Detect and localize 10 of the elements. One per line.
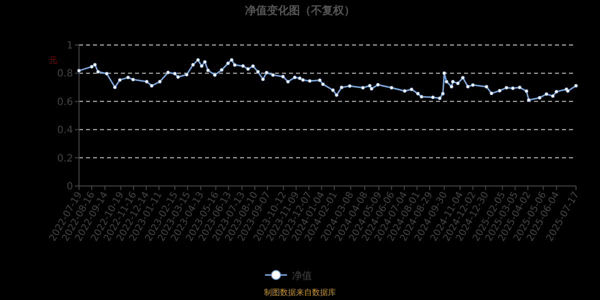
- text: 制图数据来自数据库: [264, 288, 336, 297]
- y-tick-label: 0.8: [57, 68, 73, 80]
- y-tick-label: 0: [66, 182, 73, 192]
- y-axis-title: 元: [49, 56, 57, 65]
- y-tick-label: 0.6: [57, 96, 73, 108]
- y-tick-label: 1: [66, 40, 73, 52]
- y-tick-label: 0.2: [57, 153, 73, 164]
- y-tick-label: 0.4: [57, 125, 73, 136]
- chart-title: 净值变化图（不复权）: [245, 4, 355, 17]
- legend-label: 净值: [292, 270, 312, 282]
